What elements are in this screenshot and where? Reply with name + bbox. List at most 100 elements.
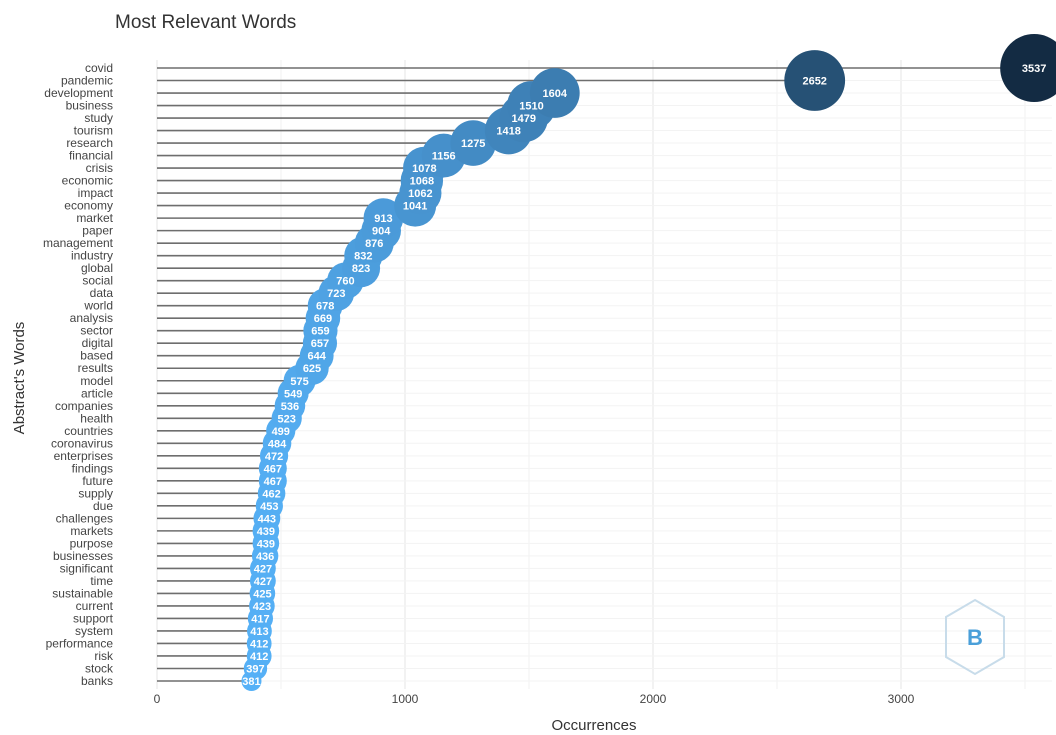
y-tick-label: countries [64,424,113,438]
bubble-purpose [252,530,280,557]
data-label: 467 [264,476,282,488]
y-tick-label: markets [70,524,113,538]
y-tick-label: banks [81,674,113,688]
data-label: 412 [250,638,268,650]
data-label: 625 [303,363,321,375]
bubble-pandemic [784,50,846,111]
data-label: 823 [352,263,370,275]
hexagon-icon [945,598,1005,676]
y-tick-label: market [76,211,113,225]
y-tick-label: sustainable [52,586,113,600]
x-tick-label: 2000 [640,692,667,706]
data-label: 678 [316,301,334,313]
y-tick-label: pandemic [61,74,113,88]
x-axis-title: Occurrences [551,717,636,734]
y-tick-label: health [80,411,113,425]
data-label: 723 [327,288,345,300]
y-tick-label: tourism [74,124,113,138]
data-label: 467 [264,463,282,475]
data-label: 397 [246,663,264,675]
x-tick-labels: 0 1000 2000 3000 [154,692,915,706]
bubble-market [363,198,404,239]
y-tick-label: research [66,136,113,150]
data-label: 413 [250,626,268,638]
bubble-covid [1000,34,1056,102]
data-label: 499 [272,426,290,438]
y-tick-label: business [66,99,113,113]
data-label: 439 [257,526,275,538]
data-label: 443 [258,513,276,525]
watermark-logo: B [945,598,1005,676]
y-tick-label: world [83,299,113,313]
y-tick-label: financial [69,149,113,163]
y-tick-label: covid [85,61,113,75]
y-tick-label: global [81,261,113,275]
data-label: 760 [336,276,354,288]
y-tick-label: significant [60,561,114,575]
data-label: 1156 [432,151,456,163]
y-tick-label: social [82,274,113,288]
y-tick-label: impact [78,186,114,200]
data-label: 1510 [519,101,543,113]
data-label: 1068 [410,176,434,188]
y-axis-title: Abstract's Words [11,322,28,435]
data-label: 412 [250,651,268,663]
chart-title: Most Relevant Words [115,12,296,33]
y-tick-label: supply [78,486,113,500]
y-tick-label: stock [85,661,114,675]
y-tick-label: due [93,499,113,513]
data-label: 484 [268,438,287,450]
y-tick-labels: covidpandemicdevelopmentbusinessstudytou… [43,61,114,688]
data-label: 2652 [802,76,826,88]
data-label: 1062 [408,188,432,200]
data-label: 436 [256,551,274,563]
y-tick-label: study [84,111,113,125]
y-tick-label: businesses [53,549,113,563]
stems [157,67,1035,682]
y-tick-label: development [44,86,113,100]
y-tick-label: crisis [86,161,113,175]
y-tick-label: current [76,599,114,613]
data-label: 1078 [412,163,436,175]
data-label: 439 [257,538,275,550]
data-label: 427 [254,576,272,588]
y-tick-label: future [82,474,113,488]
data-label: 904 [372,226,391,238]
watermark-text: B [967,625,983,650]
data-label: 876 [365,238,383,250]
bubble-development [529,68,580,118]
bubble-research [450,120,497,166]
data-label: 669 [314,313,332,325]
y-tick-label: challenges [56,511,113,525]
x-tick-label: 0 [154,692,161,706]
y-tick-label: coronavirus [51,436,113,450]
data-label: 425 [253,588,271,600]
y-tick-label: economic [62,174,113,188]
data-label: 832 [354,251,372,263]
bubble-risk [246,643,272,669]
y-tick-label: model [80,374,113,388]
y-tick-label: support [73,611,114,625]
data-label: 427 [254,563,272,575]
data-label: 536 [281,401,299,413]
y-tick-label: paper [82,224,113,238]
data-label: 453 [260,501,278,513]
y-tick-label: management [43,236,114,250]
y-tick-label: risk [94,649,114,663]
data-label: 472 [265,451,283,463]
y-tick-label: purpose [70,536,114,550]
bubble-time [249,568,276,594]
data-label: 644 [308,351,327,363]
data-label: 1604 [543,88,568,100]
data-label: 462 [262,488,280,500]
data-label: 1275 [461,138,485,150]
data-label: 1041 [403,201,427,213]
y-tick-label: article [81,386,113,400]
y-tick-label: findings [72,461,113,475]
data-label: 3537 [1022,63,1046,75]
y-tick-label: analysis [70,311,113,325]
y-tick-label: companies [55,399,113,413]
y-tick-label: economy [64,199,113,213]
data-label: 523 [278,413,296,425]
